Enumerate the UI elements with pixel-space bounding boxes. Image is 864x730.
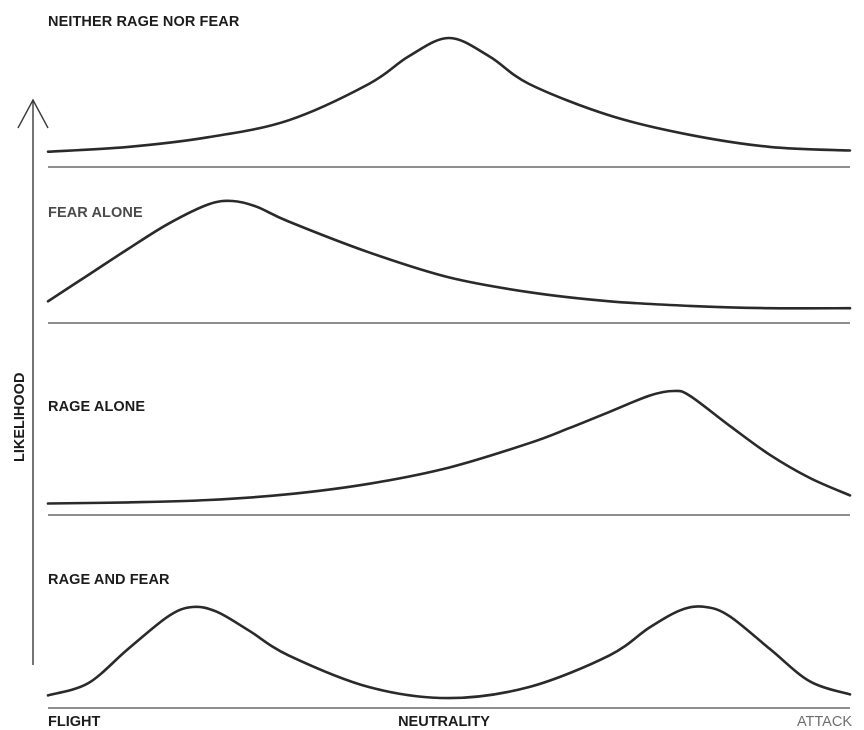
panel-rage-alone: RAGE ALONE: [46, 389, 852, 516]
likelihood-curve: [46, 389, 852, 505]
likelihood-curve: [46, 199, 852, 310]
x-label-neutrality: NEUTRALITY: [398, 714, 490, 730]
panel-title: NEITHER RAGE NOR FEAR: [48, 14, 240, 30]
panel-rage-and-fear: RAGE AND FEAR: [46, 572, 852, 709]
panel-fear-alone: FEAR ALONE: [46, 199, 852, 324]
panel-title: FEAR ALONE: [48, 205, 143, 221]
likelihood-curve: [46, 36, 852, 153]
panel-title: RAGE AND FEAR: [48, 572, 170, 588]
x-label-flight: FLIGHT: [48, 714, 100, 730]
x-label-attack: ATTACK: [797, 714, 852, 730]
y-axis-label: LIKELIHOOD: [12, 373, 28, 462]
likelihood-curve: [46, 605, 852, 700]
panel-title: RAGE ALONE: [48, 399, 145, 415]
y-axis-arrow-head: [17, 98, 49, 129]
panel-neither-rage-nor-fear: NEITHER RAGE NOR FEAR: [46, 14, 852, 168]
